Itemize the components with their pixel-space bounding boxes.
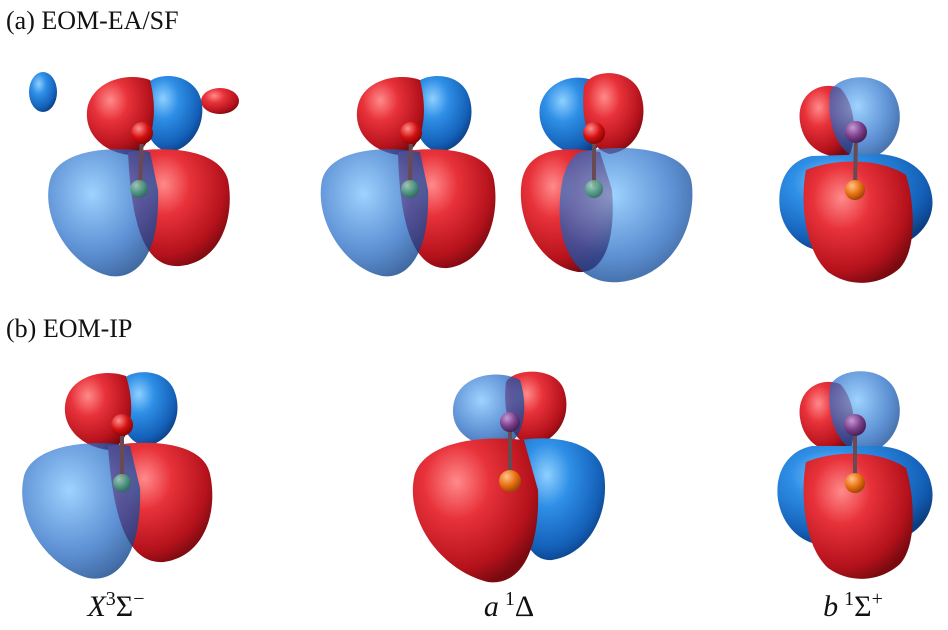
state-term: Δ [514,590,535,623]
atom-bottom [499,470,521,492]
panel-b-label: (b) EOM-IP [6,314,133,343]
atom-top [131,122,153,144]
atom-top [583,122,605,144]
blob-red-small [201,88,239,114]
lobe-red-lower [803,453,913,579]
lobe-blue-upper [452,374,525,448]
lobe-blue-lower [559,148,693,283]
state-sign: + [871,588,883,610]
lobe-blue-lower [515,438,606,561]
orbital-a-a1 [320,75,496,277]
lobe-red-lower [803,161,913,283]
atom-top [845,121,867,143]
panel-a-label: (a) EOM-EA/SF [6,6,179,35]
atom-top [844,414,866,436]
blob-blue-small [29,72,57,112]
atom-bottom [845,473,865,493]
atom-bottom [130,180,148,198]
atom-top [400,122,422,144]
state-multiplicity: 1 [504,588,515,610]
atom-bottom [845,180,865,200]
atom-top [500,412,520,432]
state-letter: X [87,590,106,623]
atom-bottom [401,180,419,198]
lobe-blue-upper [141,76,203,152]
lobe-blue-lower [48,149,159,277]
orbital-b-b [777,371,933,579]
orbital-b-a [412,371,606,583]
atom-top [111,414,133,436]
orbital-a-x [29,72,239,277]
lobe-blue-lower [320,149,429,277]
state-multiplicity: 1 [844,588,855,610]
state-sign: − [133,588,145,610]
state-letter: b [823,590,839,623]
state-label-x: X3Σ− [87,588,144,624]
orbital-b-x [22,372,213,579]
lobe-blue-upper [829,371,900,454]
state-multiplicity: 3 [105,588,116,610]
lobe-blue-lower [22,443,141,579]
lobe-blue-upper [411,75,472,152]
state-label-b: b 1Σ+ [823,588,883,624]
state-term: Σ [115,590,134,623]
state-term: Σ [854,590,872,623]
orbital-a-b [779,77,933,283]
lobe-red-lower [412,438,539,583]
orbital-a-a2 [520,73,693,283]
state-label-a: a 1Δ [484,588,534,624]
lobe-blue-upper [829,77,900,160]
state-letter: a [483,590,499,623]
atom-bottom [113,474,131,492]
atom-bottom [585,180,603,198]
